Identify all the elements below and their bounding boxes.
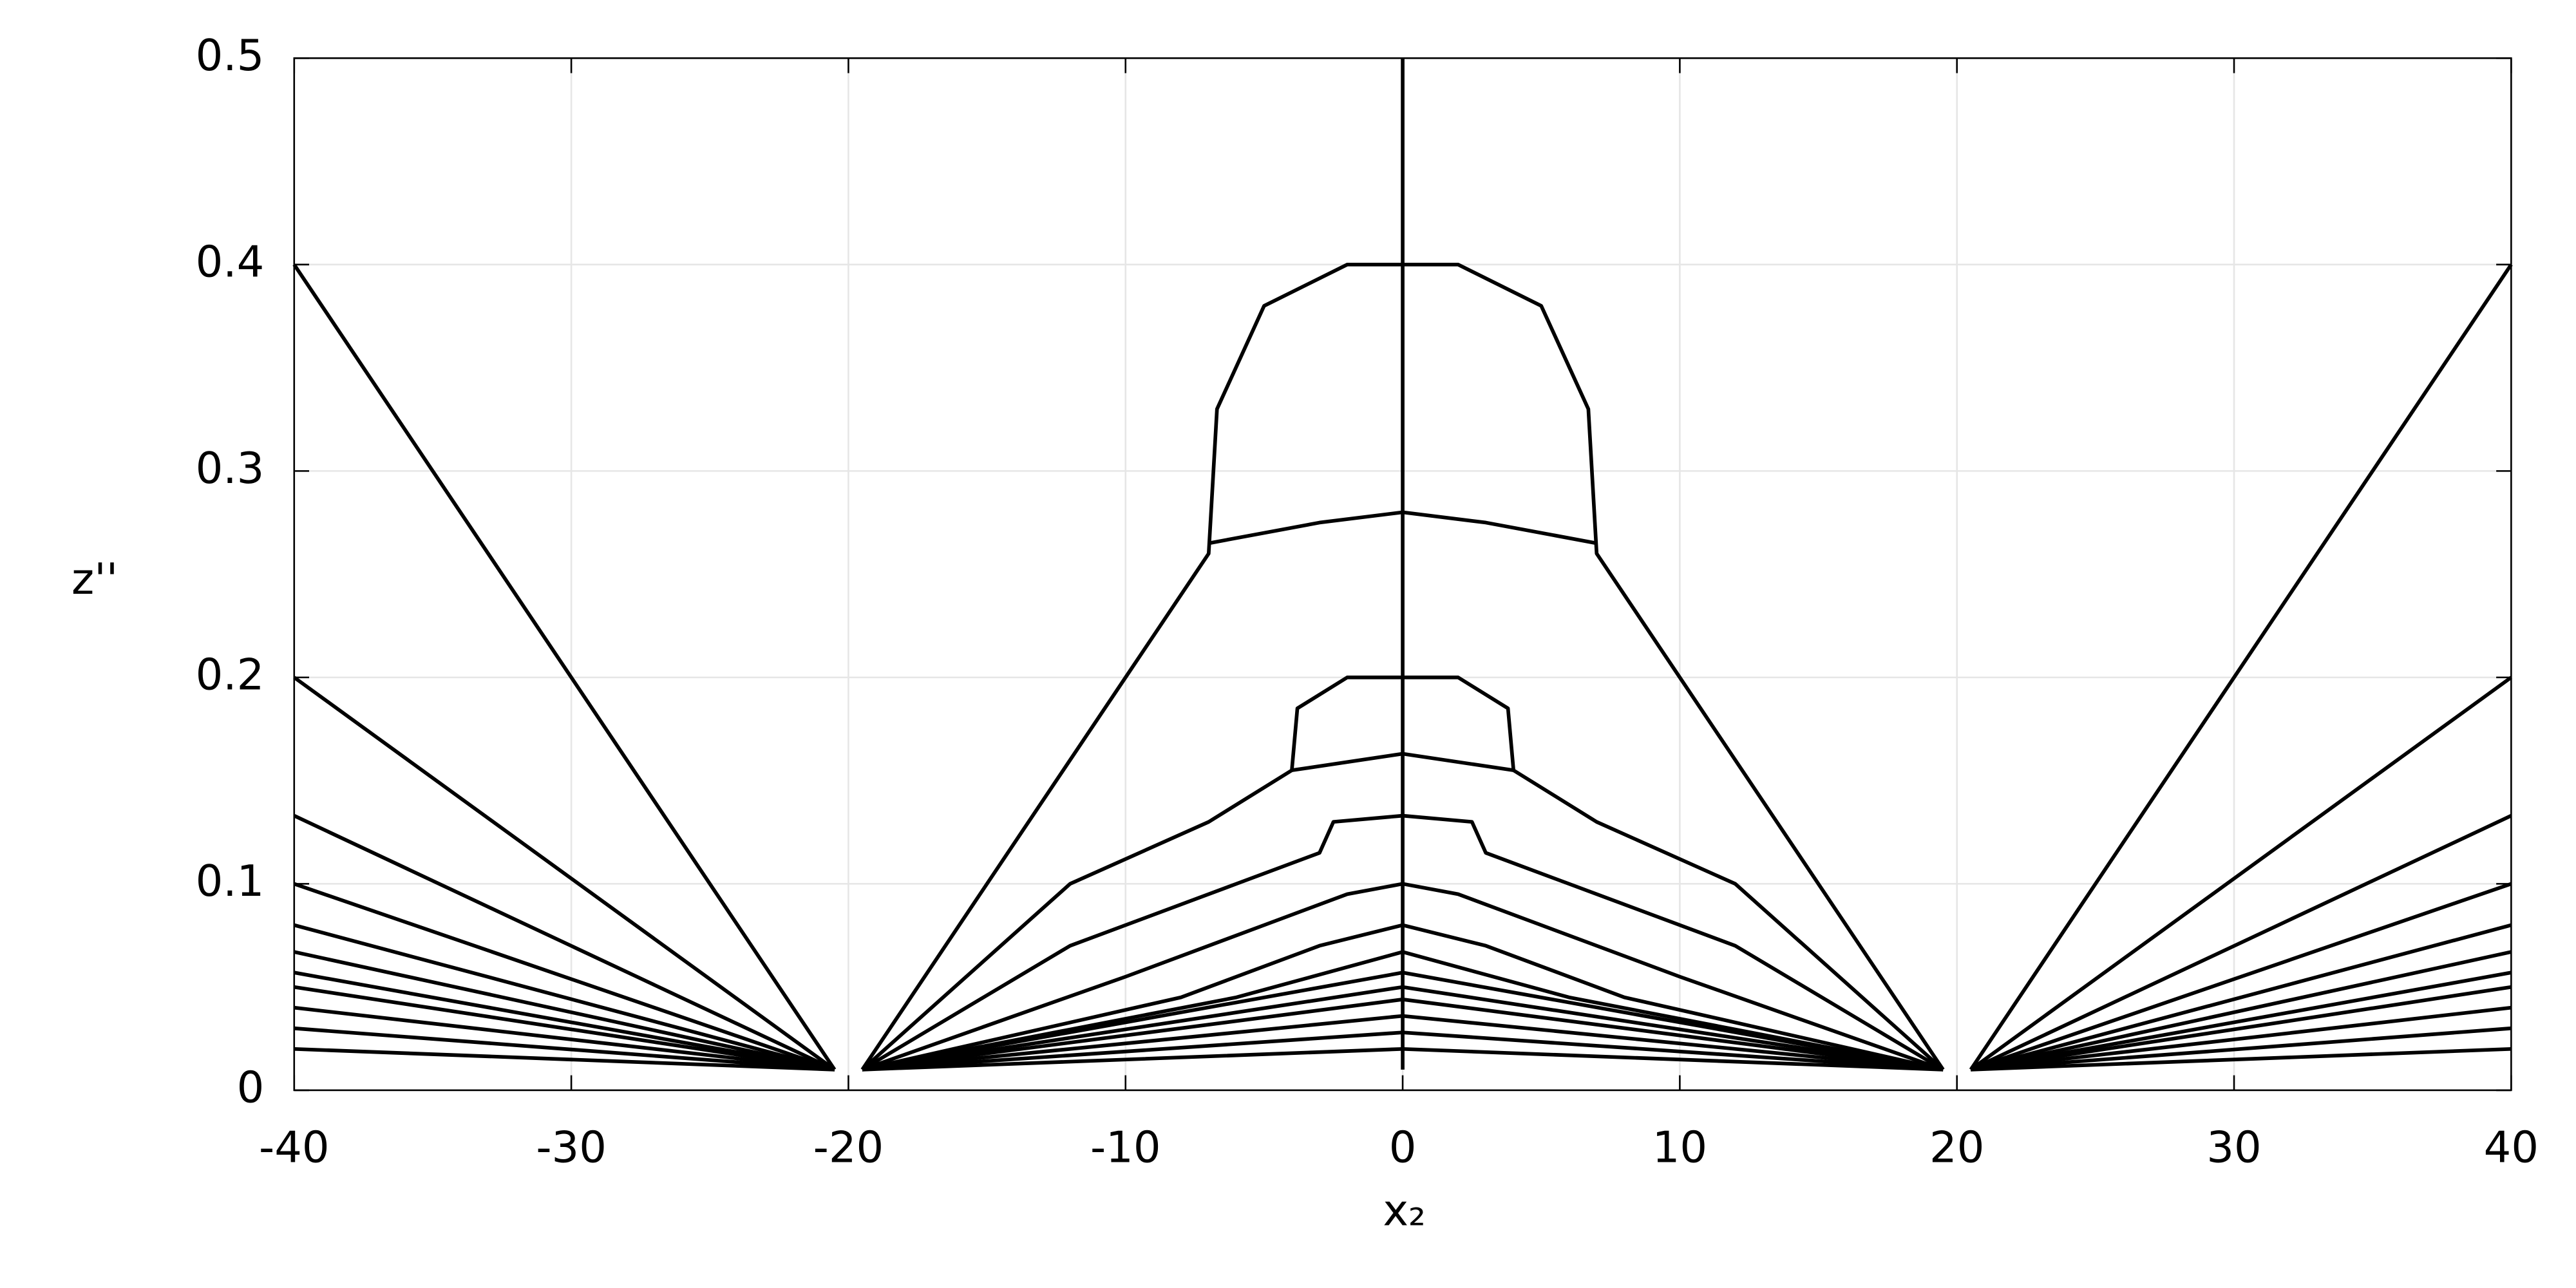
x-tick-label: -10	[1090, 1122, 1161, 1172]
data-line	[293, 814, 836, 1072]
data-line	[1970, 950, 2512, 1072]
x-tick-label: 10	[1653, 1122, 1707, 1172]
data-line	[292, 263, 837, 1071]
data-line	[1970, 882, 2512, 1072]
y-tick-label: 0.4	[196, 236, 265, 287]
data-line	[294, 950, 835, 1072]
data-line	[1970, 814, 2512, 1072]
data-line	[293, 676, 836, 1072]
x-tick-label: -40	[259, 1122, 330, 1172]
data-line	[294, 1046, 835, 1072]
x-tick-label: -20	[813, 1122, 884, 1172]
data-line	[294, 985, 835, 1072]
y-tick-label: 0.5	[196, 30, 265, 80]
x-tick-label: 20	[1929, 1122, 1984, 1172]
x-axis-label: x₂	[1383, 1185, 1426, 1235]
data-line	[1970, 985, 2512, 1072]
data-line	[1969, 676, 2513, 1072]
data-line	[1969, 263, 2513, 1071]
y-tick-label: 0.3	[196, 443, 265, 493]
data-line	[294, 1005, 835, 1072]
y-tick-label: 0	[237, 1062, 265, 1112]
y-axis-label: z''	[71, 554, 118, 604]
data-line	[1971, 1046, 2512, 1072]
data-line	[1970, 971, 2512, 1072]
data-line	[1970, 923, 2512, 1072]
data-line	[294, 1026, 835, 1072]
data-line	[294, 971, 835, 1072]
x-tick-label: 40	[2484, 1122, 2539, 1172]
data-line	[294, 923, 835, 1072]
y-tick-label: 0.1	[196, 856, 265, 906]
data-line	[1970, 1005, 2512, 1072]
data-line	[1971, 1026, 2512, 1072]
data-line	[293, 882, 835, 1072]
x-tick-label: 0	[1389, 1122, 1417, 1172]
y-tick-label: 0.2	[196, 649, 265, 699]
x-tick-label: -30	[536, 1122, 607, 1172]
x-tick-label: 30	[2206, 1122, 2261, 1172]
